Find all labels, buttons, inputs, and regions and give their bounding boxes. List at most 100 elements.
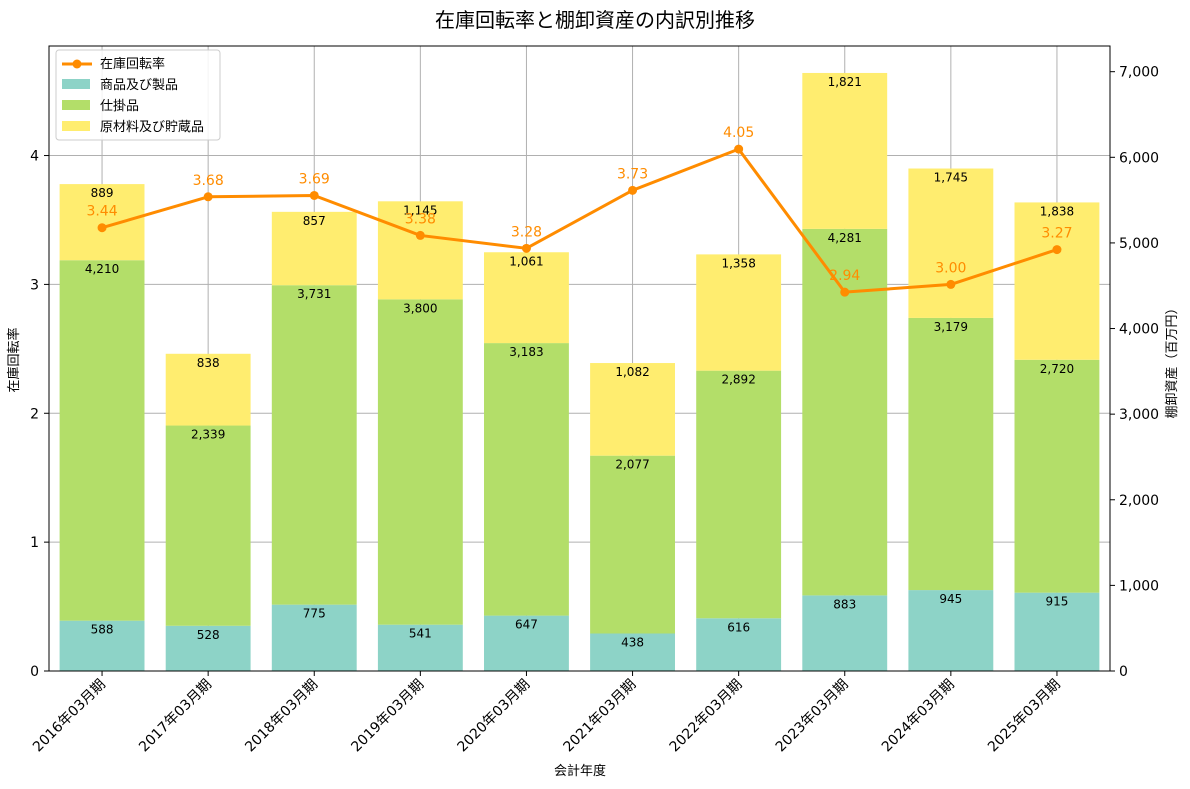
bar-segment — [1014, 359, 1100, 593]
rate-value-label: 3.00 — [935, 260, 966, 276]
segment-value-label: 883 — [833, 597, 856, 611]
x-tick-label: 2019年03月期 — [348, 677, 427, 756]
segment-value-label: 528 — [197, 628, 220, 642]
right-tick-label: 0 — [1119, 664, 1128, 680]
rate-value-label: 2.94 — [829, 268, 860, 284]
segment-value-label: 915 — [1045, 595, 1068, 609]
rate-point — [97, 223, 107, 233]
y-axis-left-label: 在庫回転率 — [6, 327, 22, 392]
bars — [59, 72, 1100, 671]
segment-value-label: 838 — [197, 356, 220, 370]
rate-value-label: 3.73 — [617, 166, 648, 182]
segment-value-label: 1,061 — [509, 254, 543, 268]
bar-segment — [696, 618, 782, 671]
bar-segment — [590, 633, 675, 671]
bar-segment — [590, 363, 675, 456]
segment-value-label: 3,183 — [509, 345, 543, 359]
rate-point — [840, 287, 850, 297]
x-tick-label: 2017年03月期 — [136, 677, 215, 756]
rate-point — [203, 192, 213, 202]
bar-segment — [1014, 592, 1100, 671]
bar-segment — [908, 590, 994, 671]
rate-value-label: 3.44 — [86, 204, 117, 220]
segment-value-label: 857 — [303, 214, 326, 228]
legend-swatch-wip — [62, 100, 90, 110]
bar-segment — [484, 252, 569, 344]
right-tick-label: 5,000 — [1119, 236, 1159, 252]
segment-value-label: 1,145 — [403, 203, 437, 217]
legend-label-materials: 原材料及び貯蔵品 — [100, 120, 204, 135]
bar-segment — [59, 620, 145, 671]
plot-frame — [48, 45, 1111, 672]
bar-segment — [908, 317, 994, 591]
left-tick-label: 2 — [30, 406, 39, 422]
right-tick-label: 4,000 — [1119, 322, 1159, 338]
segment-value-label: 1,821 — [828, 75, 862, 89]
rate-line: 3.44 3.68 3.69 3.38 3.28 3.73 4.05 2.94 3.00 3.27 — [86, 125, 1073, 297]
bar-segment — [377, 624, 463, 671]
segment-value-label: 4,210 — [85, 262, 119, 276]
bar-segment — [484, 343, 569, 616]
segment-value-label: 4,281 — [828, 231, 862, 245]
rate-point — [1052, 245, 1062, 255]
legend-swatch-materials — [62, 121, 90, 131]
rate-point — [521, 243, 531, 253]
left-tick-label: 1 — [30, 535, 39, 551]
rate-value-label: 3.28 — [511, 224, 542, 240]
bar-segment — [1014, 202, 1100, 360]
right-tick-label: 7,000 — [1119, 65, 1159, 81]
x-tick-label: 2018年03月期 — [242, 677, 321, 756]
rate-value-label: 3.68 — [193, 173, 224, 189]
bar-segment — [271, 211, 357, 286]
legend: 在庫回転率 商品及び製品 仕掛品 原材料及び貯蔵品 — [55, 49, 221, 141]
segment-value-label: 3,800 — [403, 301, 437, 315]
x-tick-label: 2025年03月期 — [985, 677, 1064, 756]
bar-segment — [271, 285, 357, 605]
bar-segment — [696, 254, 782, 371]
rate-point — [734, 144, 744, 154]
x-tick-label: 2022年03月期 — [667, 677, 746, 756]
rate-point — [309, 190, 319, 200]
segment-value-label: 1,838 — [1040, 204, 1074, 218]
segment-value-label: 3,179 — [934, 320, 968, 334]
segment-value-label: 2,339 — [191, 428, 225, 442]
segment-value-label: 945 — [939, 592, 962, 606]
bar-segment — [165, 425, 251, 626]
rate-value-label: 3.27 — [1041, 226, 1072, 242]
legend-label-rate: 在庫回転率 — [100, 56, 165, 72]
right-tick-label: 6,000 — [1119, 150, 1159, 166]
left-tick-label: 0 — [30, 664, 39, 680]
segment-value-label: 2,892 — [721, 373, 755, 387]
rate-value-label: 3.38 — [405, 211, 436, 227]
segment-value-label: 616 — [727, 620, 750, 634]
bar-segment — [908, 168, 994, 318]
segment-value-label: 438 — [621, 636, 644, 650]
legend-line-marker — [72, 59, 82, 69]
y-axis-right-label: 棚卸資産（百万円） — [1164, 301, 1180, 418]
segment-value-label: 588 — [91, 623, 114, 637]
rate-point — [628, 185, 638, 195]
rate-point — [415, 230, 425, 240]
bar-segment — [59, 184, 145, 261]
bar-segment — [165, 353, 251, 426]
bar-segment — [802, 595, 888, 671]
legend-box — [55, 49, 221, 141]
bar-segment — [377, 299, 463, 625]
segment-value-label: 541 — [409, 627, 432, 641]
bar-segment — [165, 625, 251, 671]
right-tick-label: 1,000 — [1119, 578, 1159, 594]
x-tick-label: 2016年03月期 — [30, 677, 109, 756]
x-axis-label: 会計年度 — [554, 763, 606, 779]
legend-swatch-products — [62, 79, 90, 89]
rate-value-label: 3.69 — [299, 171, 330, 187]
segment-value-label: 647 — [515, 618, 538, 632]
segment-value-label: 889 — [91, 186, 114, 200]
bar-segment — [590, 455, 675, 634]
bar-segment — [802, 72, 888, 229]
right-tick-label: 3,000 — [1119, 407, 1159, 423]
segment-value-label: 2,077 — [615, 458, 649, 472]
segment-value-label: 1,745 — [934, 171, 968, 185]
segment-value-label: 1,082 — [615, 365, 649, 379]
rate-value-label: 4.05 — [723, 125, 754, 141]
